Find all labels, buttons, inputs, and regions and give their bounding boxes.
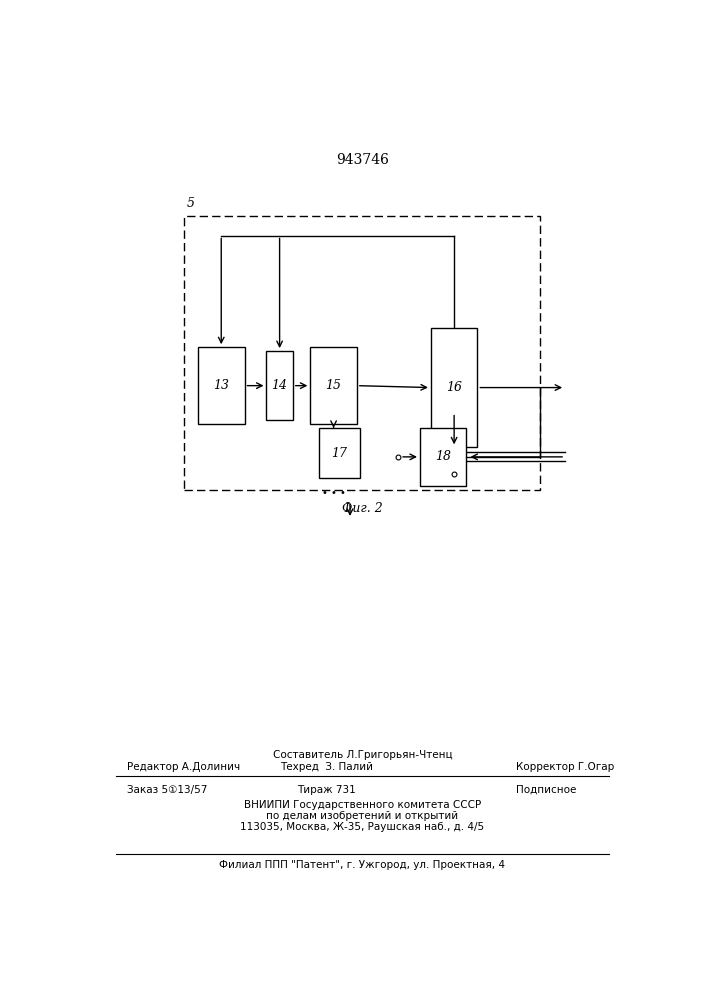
Bar [431, 328, 477, 447]
Text: Редактор А.Долинич: Редактор А.Долинич [127, 762, 240, 772]
Text: Корректор Г.Огар: Корректор Г.Огар [516, 762, 614, 772]
Text: по делам изобретений и открытий: по делам изобретений и открытий [267, 811, 458, 821]
Bar [267, 351, 293, 420]
Bar [420, 428, 467, 486]
Bar [198, 347, 245, 424]
Text: Тираж 731: Тираж 731 [297, 785, 356, 795]
Text: • • •: • • • [322, 488, 346, 498]
Text: 18: 18 [435, 450, 451, 463]
Text: 16: 16 [446, 381, 462, 394]
Text: Составитель Л.Григорьян-Чтенц: Составитель Л.Григорьян-Чтенц [272, 750, 452, 760]
Text: 13: 13 [214, 379, 229, 392]
Text: Фиг. 2: Фиг. 2 [342, 502, 382, 515]
Text: 5: 5 [187, 197, 195, 210]
Text: Филиал ППП "Патент", г. Ужгород, ул. Проектная, 4: Филиал ППП "Патент", г. Ужгород, ул. Про… [219, 860, 506, 870]
Bar [319, 428, 360, 478]
Text: Техред  З. Палий: Техред З. Палий [280, 762, 373, 772]
Text: ВНИИПИ Государственного комитета СССР: ВНИИПИ Государственного комитета СССР [244, 800, 481, 810]
Text: 17: 17 [331, 447, 347, 460]
Bar [185, 216, 540, 490]
Bar [310, 347, 357, 424]
Text: 113035, Москва, Ж-35, Раушская наб., д. 4/5: 113035, Москва, Ж-35, Раушская наб., д. … [240, 822, 484, 832]
Text: 14: 14 [271, 379, 288, 392]
Text: Заказ 5①13/57: Заказ 5①13/57 [127, 785, 207, 795]
Text: 943746: 943746 [336, 153, 389, 167]
Text: Подписное: Подписное [516, 785, 576, 795]
Text: 15: 15 [325, 379, 341, 392]
